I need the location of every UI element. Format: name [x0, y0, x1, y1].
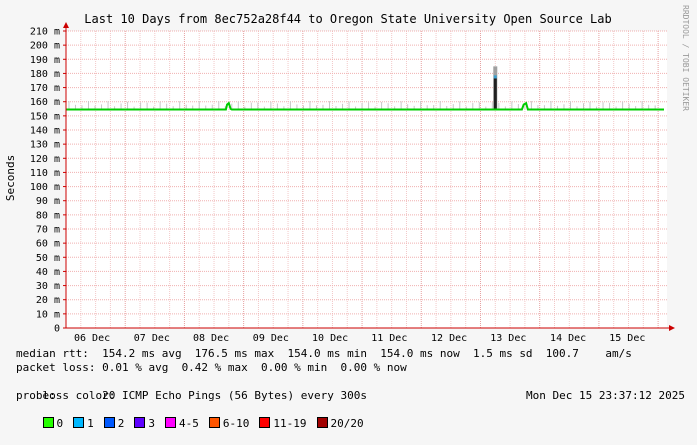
x-tick-label: 14 Dec — [550, 333, 586, 344]
loss-legend-label: 2 — [117, 417, 125, 430]
loss-legend-item: 4-5 — [165, 417, 199, 431]
loss-legend-label: 3 — [148, 417, 155, 430]
y-tick-label: 110 m — [30, 168, 60, 179]
grid — [66, 30, 667, 328]
loss-color-swatch — [103, 417, 115, 428]
chart-canvas: Last 10 Days from 8ec752a28f44 to Oregon… — [4, 5, 690, 344]
median-rtt-line — [66, 101, 664, 111]
y-tick-label: 200 m — [30, 41, 60, 52]
plot-background — [66, 31, 667, 328]
y-tick-label: 90 m — [36, 196, 60, 207]
y-tick-label: 60 m — [36, 239, 60, 250]
y-tick-label: 180 m — [30, 69, 60, 80]
loss-legend-label: 4-5 — [179, 417, 199, 430]
y-tick-label: 10 m — [36, 309, 60, 320]
loss-legend-item: 3 — [134, 417, 155, 431]
spike-bar — [493, 78, 497, 111]
x-tick-label: 06 Dec — [74, 333, 110, 344]
y-tick-label: 160 m — [30, 97, 60, 108]
loss-legend-label: 11-19 — [273, 417, 307, 430]
loss-legend-item: 0 — [42, 417, 64, 431]
loss-legend-item: 1 — [73, 417, 94, 431]
x-tick-label: 08 Dec — [193, 333, 229, 344]
y-tick-label: 50 m — [36, 253, 60, 264]
y-tick-label: 100 m — [30, 182, 60, 193]
y-tick-label: 0 — [54, 324, 60, 335]
loss-legend-label: 0 — [56, 417, 64, 430]
loss-color-legend: loss color: 0 1 2 3 4-5 6-10 11-19 20/20 — [16, 375, 374, 445]
x-tick-label: 10 Dec — [312, 333, 348, 344]
axes — [63, 22, 675, 331]
y-axis-label: Seconds — [4, 155, 17, 201]
y-tick-label: 210 m — [30, 27, 60, 38]
spike-loss-marker — [493, 75, 497, 79]
y-tick-label: 120 m — [30, 154, 60, 165]
loss-legend-item: 6-10 — [208, 417, 250, 431]
loss-legend-item: 20/20 — [316, 417, 364, 431]
plot-area — [66, 66, 664, 111]
loss-color-swatch — [165, 417, 176, 428]
loss-legend-item: 2 — [103, 417, 125, 431]
y-axis-arrow — [63, 22, 69, 28]
x-tick-label: 11 Dec — [371, 333, 407, 344]
loss-legend-label: 20/20 — [330, 417, 364, 430]
x-tick-label: 12 Dec — [431, 333, 467, 344]
y-tick-label: 170 m — [30, 83, 60, 94]
loss-color-label: loss color: — [42, 389, 116, 402]
rrdtool-watermark: RRDTOOL / TOBI OETIKER — [681, 5, 690, 111]
y-tick-label: 190 m — [30, 55, 60, 66]
loss-color-swatch — [208, 417, 220, 428]
smokeping-graph: Last 10 Days from 8ec752a28f44 to Oregon… — [4, 5, 690, 430]
loss-legend-items: 0 1 2 3 4-5 6-10 11-19 20/20 — [42, 417, 374, 431]
x-tick-label: 09 Dec — [253, 333, 289, 344]
loss-legend-label: 1 — [87, 417, 94, 430]
probe-info: probe: 20 ICMP Echo Pings (56 Bytes) eve… — [16, 389, 367, 402]
x-tick-label: 15 Dec — [609, 333, 645, 344]
y-tick-label: 130 m — [30, 140, 60, 151]
x-axis-arrow — [669, 325, 675, 331]
loss-color-swatch — [259, 417, 271, 428]
y-tick-label: 140 m — [30, 126, 60, 137]
loss-color-swatch — [73, 417, 85, 428]
graph-timestamp: Mon Dec 15 23:37:12 2025 — [526, 389, 685, 402]
y-tick-label: 20 m — [36, 295, 60, 306]
loss-color-swatch — [134, 417, 146, 428]
y-tick-label: 40 m — [36, 267, 60, 278]
y-axis-ticks: 0 10 m 20 m 30 m 40 m 50 m 60 m 70 m 80 m 90 m 100… — [30, 27, 66, 335]
loss-legend-label: 6-10 — [222, 417, 250, 430]
x-tick-label: 07 Dec — [134, 333, 170, 344]
y-tick-label: 80 m — [36, 210, 60, 221]
x-tick-label: 13 Dec — [490, 333, 526, 344]
packet-loss-stats: packet loss: 0.01 % avg 0.42 % max 0.00 … — [16, 361, 407, 374]
chart-title: Last 10 Days from 8ec752a28f44 to Oregon… — [84, 12, 611, 26]
y-tick-label: 70 m — [36, 225, 60, 236]
y-tick-label: 30 m — [36, 281, 60, 292]
x-axis-ticks: 06 Dec 07 Dec 08 Dec 09 Dec 10 Dec 11 Dec 12 D… — [74, 333, 645, 344]
loss-color-swatch — [42, 417, 54, 428]
median-rtt-stats: median rtt: 154.2 ms avg 176.5 ms max 15… — [16, 347, 632, 360]
loss-color-swatch — [316, 417, 328, 428]
y-tick-label: 150 m — [30, 111, 60, 122]
loss-legend-item: 11-19 — [259, 417, 307, 431]
